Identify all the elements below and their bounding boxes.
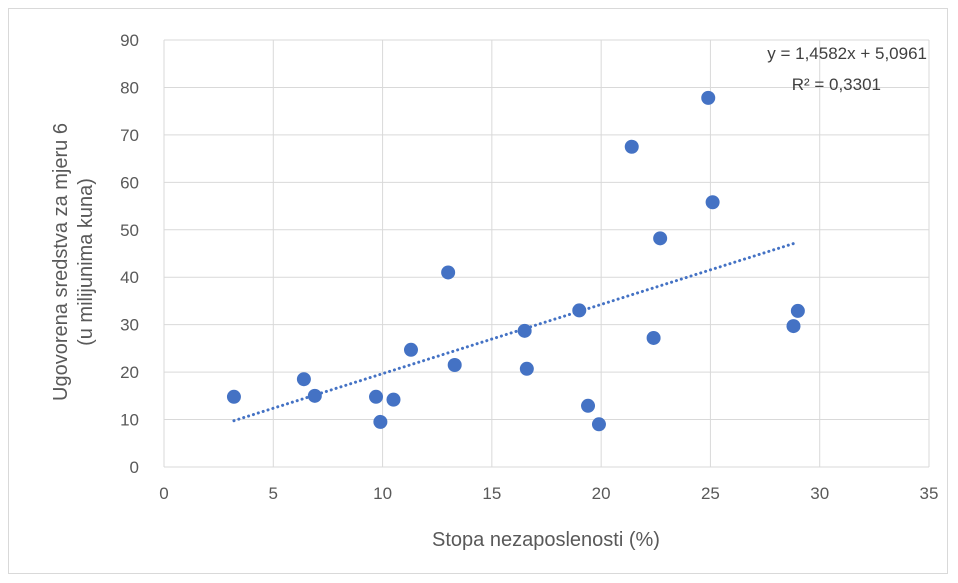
x-axis-title: Stopa nezaposlenosti (%) (432, 529, 660, 551)
data-point (519, 361, 534, 376)
y-tick-label: 0 (130, 458, 139, 477)
data-point (581, 398, 596, 413)
data-point (517, 323, 532, 338)
x-tick-label: 20 (592, 484, 611, 503)
x-tick-label: 15 (482, 484, 501, 503)
x-tick-label: 10 (373, 484, 392, 503)
data-point (386, 392, 401, 407)
scatter-chart: 0 5 10 15 20 25 30 35 0 10 20 30 40 50 60 70 80 90 y = 1… (50, 31, 938, 551)
chart-frame: 0 5 10 15 20 25 30 35 0 10 20 30 40 50 60 70 80 90 y = 1… (8, 8, 948, 574)
trendline-equation: y = 1,4582x + 5,0961 (767, 44, 927, 63)
data-point (646, 330, 661, 345)
y-tick-label: 60 (120, 173, 139, 192)
x-tick-label: 30 (810, 484, 829, 503)
y-axis-title-line-2: (u milijunima kuna) (75, 178, 97, 346)
data-point (572, 303, 587, 318)
x-tick-label: 5 (269, 484, 278, 503)
data-point (705, 195, 720, 210)
trendline-group (232, 240, 800, 423)
y-tick-label: 80 (120, 78, 139, 97)
y-tick-label: 10 (120, 411, 139, 430)
data-point (373, 414, 388, 429)
data-point (591, 417, 606, 432)
y-tick-label: 20 (120, 363, 139, 382)
y-axis-title-line-1: Ugovorena sredstva za mjeru 6 (50, 123, 72, 401)
y-axis-title: Ugovorena sredstva za mjeru 6 (u milijun… (50, 123, 97, 401)
y-axis-ticks: 0 10 20 30 40 50 60 70 80 90 (120, 31, 139, 477)
data-point (307, 388, 322, 403)
data-point (790, 303, 805, 318)
data-points (226, 90, 805, 432)
y-tick-label: 90 (120, 31, 139, 50)
r-squared-label: R² = 0,3301 (792, 75, 881, 94)
x-tick-label: 0 (159, 484, 168, 503)
y-tick-label: 40 (120, 268, 139, 287)
data-point (403, 342, 418, 357)
data-point (441, 265, 456, 280)
data-point (447, 357, 462, 372)
y-tick-label: 70 (120, 126, 139, 145)
data-point (369, 389, 384, 404)
y-tick-label: 50 (120, 221, 139, 240)
gridlines (163, 39, 930, 468)
y-tick-label: 30 (120, 316, 139, 335)
data-point (701, 90, 716, 105)
x-tick-label: 25 (701, 484, 720, 503)
data-point (786, 319, 801, 334)
trendline (232, 240, 800, 423)
data-point (624, 139, 639, 154)
x-tick-label: 35 (920, 484, 939, 503)
data-point (653, 231, 668, 246)
data-point (226, 389, 241, 404)
data-point (296, 372, 311, 387)
x-axis-ticks: 0 5 10 15 20 25 30 35 (159, 484, 938, 503)
